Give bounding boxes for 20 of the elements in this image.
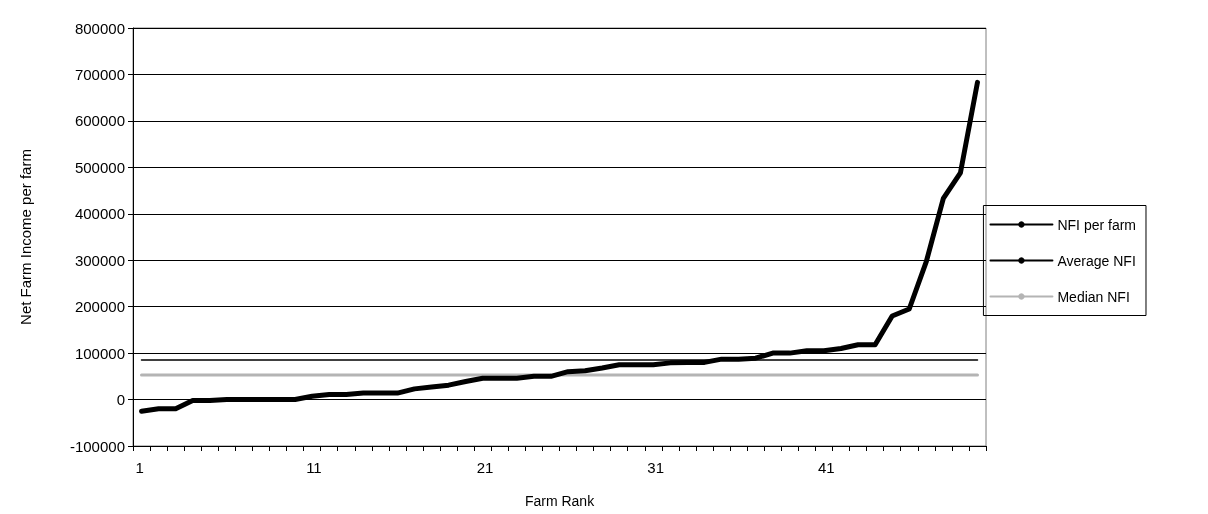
y-tick-label: 300000 (74, 251, 125, 269)
x-tick-label: 1 (135, 459, 144, 476)
x-tick-label: 31 (647, 459, 665, 476)
y-tick-label: 700000 (74, 65, 125, 83)
y-tick-label: 200000 (74, 298, 125, 316)
legend-label: Median NFI (1057, 288, 1130, 305)
y-tick-label: 800000 (74, 19, 125, 37)
y-axis-title: Net Farm Income per farm (17, 149, 34, 325)
y-tick-label: 400000 (74, 205, 125, 223)
x-tick-label: 11 (306, 459, 322, 476)
x-axis-title: Farm Rank (524, 493, 596, 509)
legend-label: NFI per farm (1057, 216, 1137, 233)
y-tick-label: 600000 (74, 112, 125, 130)
x-tick-label: 21 (476, 459, 494, 476)
legend-label: Average NFI (1057, 252, 1136, 269)
y-tick-label: 500000 (74, 158, 125, 176)
y-tick-label: -100000 (69, 437, 125, 455)
y-tick-label: 100000 (74, 344, 125, 362)
x-tick-label: 41 (817, 459, 835, 476)
y-tick-label: 0 (116, 391, 125, 409)
